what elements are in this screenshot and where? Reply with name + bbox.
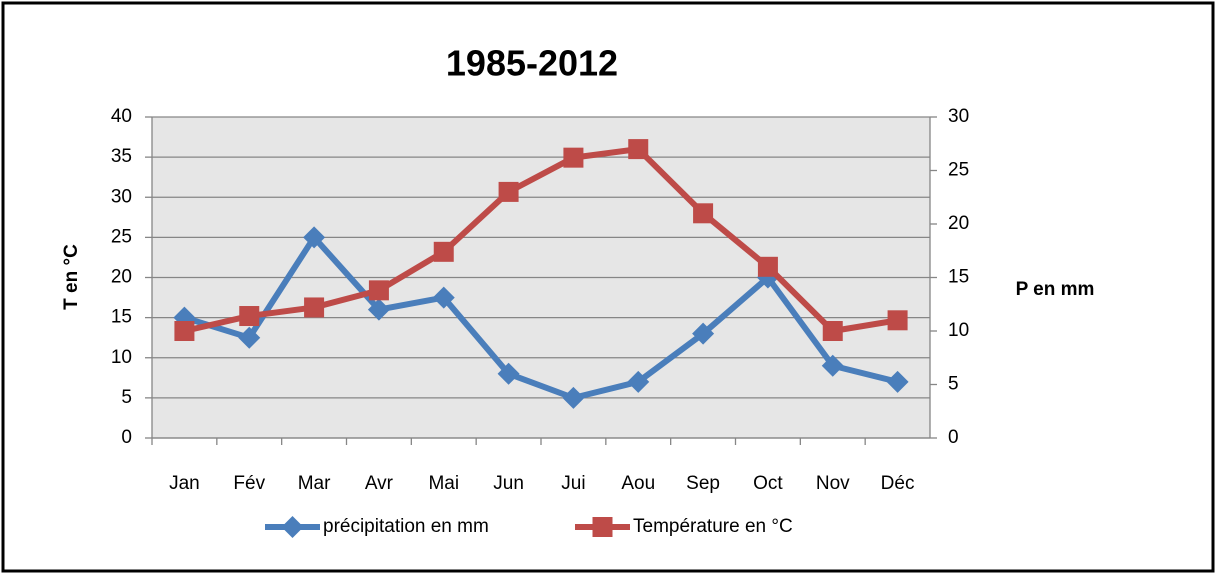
data-point [693, 203, 714, 224]
x-tick-label: Jun [493, 473, 524, 494]
data-point [887, 310, 908, 331]
y-tick-label: 5 [121, 387, 132, 408]
data-point [822, 321, 843, 341]
series-line [183, 146, 899, 334]
data-point [886, 370, 909, 393]
data-point [239, 306, 260, 327]
y-tick-label: 15 [111, 307, 132, 328]
x-tick-label: Déc [881, 473, 915, 494]
y-tick-label: 0 [121, 427, 132, 448]
y-tick-label: 25 [111, 226, 132, 247]
series-line [183, 234, 899, 401]
data-point [757, 256, 778, 277]
y2-tick-label: 30 [948, 106, 969, 127]
data-point [692, 322, 715, 345]
data-point [432, 286, 455, 309]
legend-marker [281, 516, 304, 538]
y-axis-label: T en °C [61, 244, 82, 310]
data-point [174, 321, 195, 341]
x-tick-label: Avr [365, 473, 394, 494]
data-point [628, 139, 649, 160]
y-tick-label: 40 [111, 106, 132, 127]
x-tick-label: Nov [816, 473, 850, 494]
y2-tick-label: 10 [948, 320, 969, 341]
data-point [498, 181, 519, 202]
x-tick-label: Fév [233, 473, 265, 494]
y-tick-label: 30 [111, 186, 132, 207]
x-tick-label: Jan [169, 473, 200, 494]
y2-tick-label: 0 [948, 427, 959, 448]
data-point [238, 326, 261, 349]
x-tick-label: Jui [561, 473, 585, 494]
chart-title: 1985-2012 [446, 43, 618, 84]
data-point [303, 226, 326, 249]
data-point [497, 362, 520, 385]
data-point [627, 370, 650, 393]
y-tick-label: 20 [111, 267, 132, 288]
data-point [562, 386, 585, 409]
data-point [821, 354, 844, 377]
x-tick-label: Mar [298, 473, 331, 494]
y2-tick-label: 20 [948, 213, 969, 234]
legend-label: Température en °C [633, 516, 793, 537]
y2-tick-label: 15 [948, 267, 969, 288]
data-point [304, 297, 325, 318]
data-point [367, 298, 390, 321]
legend-label: précipitation en mm [323, 516, 489, 537]
x-tick-label: Mai [428, 473, 459, 494]
y2-tick-label: 5 [948, 374, 959, 395]
y-tick-label: 10 [111, 347, 132, 368]
legend-marker [592, 517, 613, 537]
x-tick-label: Aou [621, 473, 655, 494]
y-tick-label: 35 [111, 146, 132, 167]
data-point [563, 147, 584, 168]
data-point [368, 280, 389, 301]
x-tick-label: Oct [753, 473, 783, 494]
x-tick-label: Sep [686, 473, 720, 494]
y2-tick-label: 25 [948, 160, 969, 181]
data-point [433, 241, 454, 262]
y2-axis-label: P en mm [1016, 279, 1095, 300]
